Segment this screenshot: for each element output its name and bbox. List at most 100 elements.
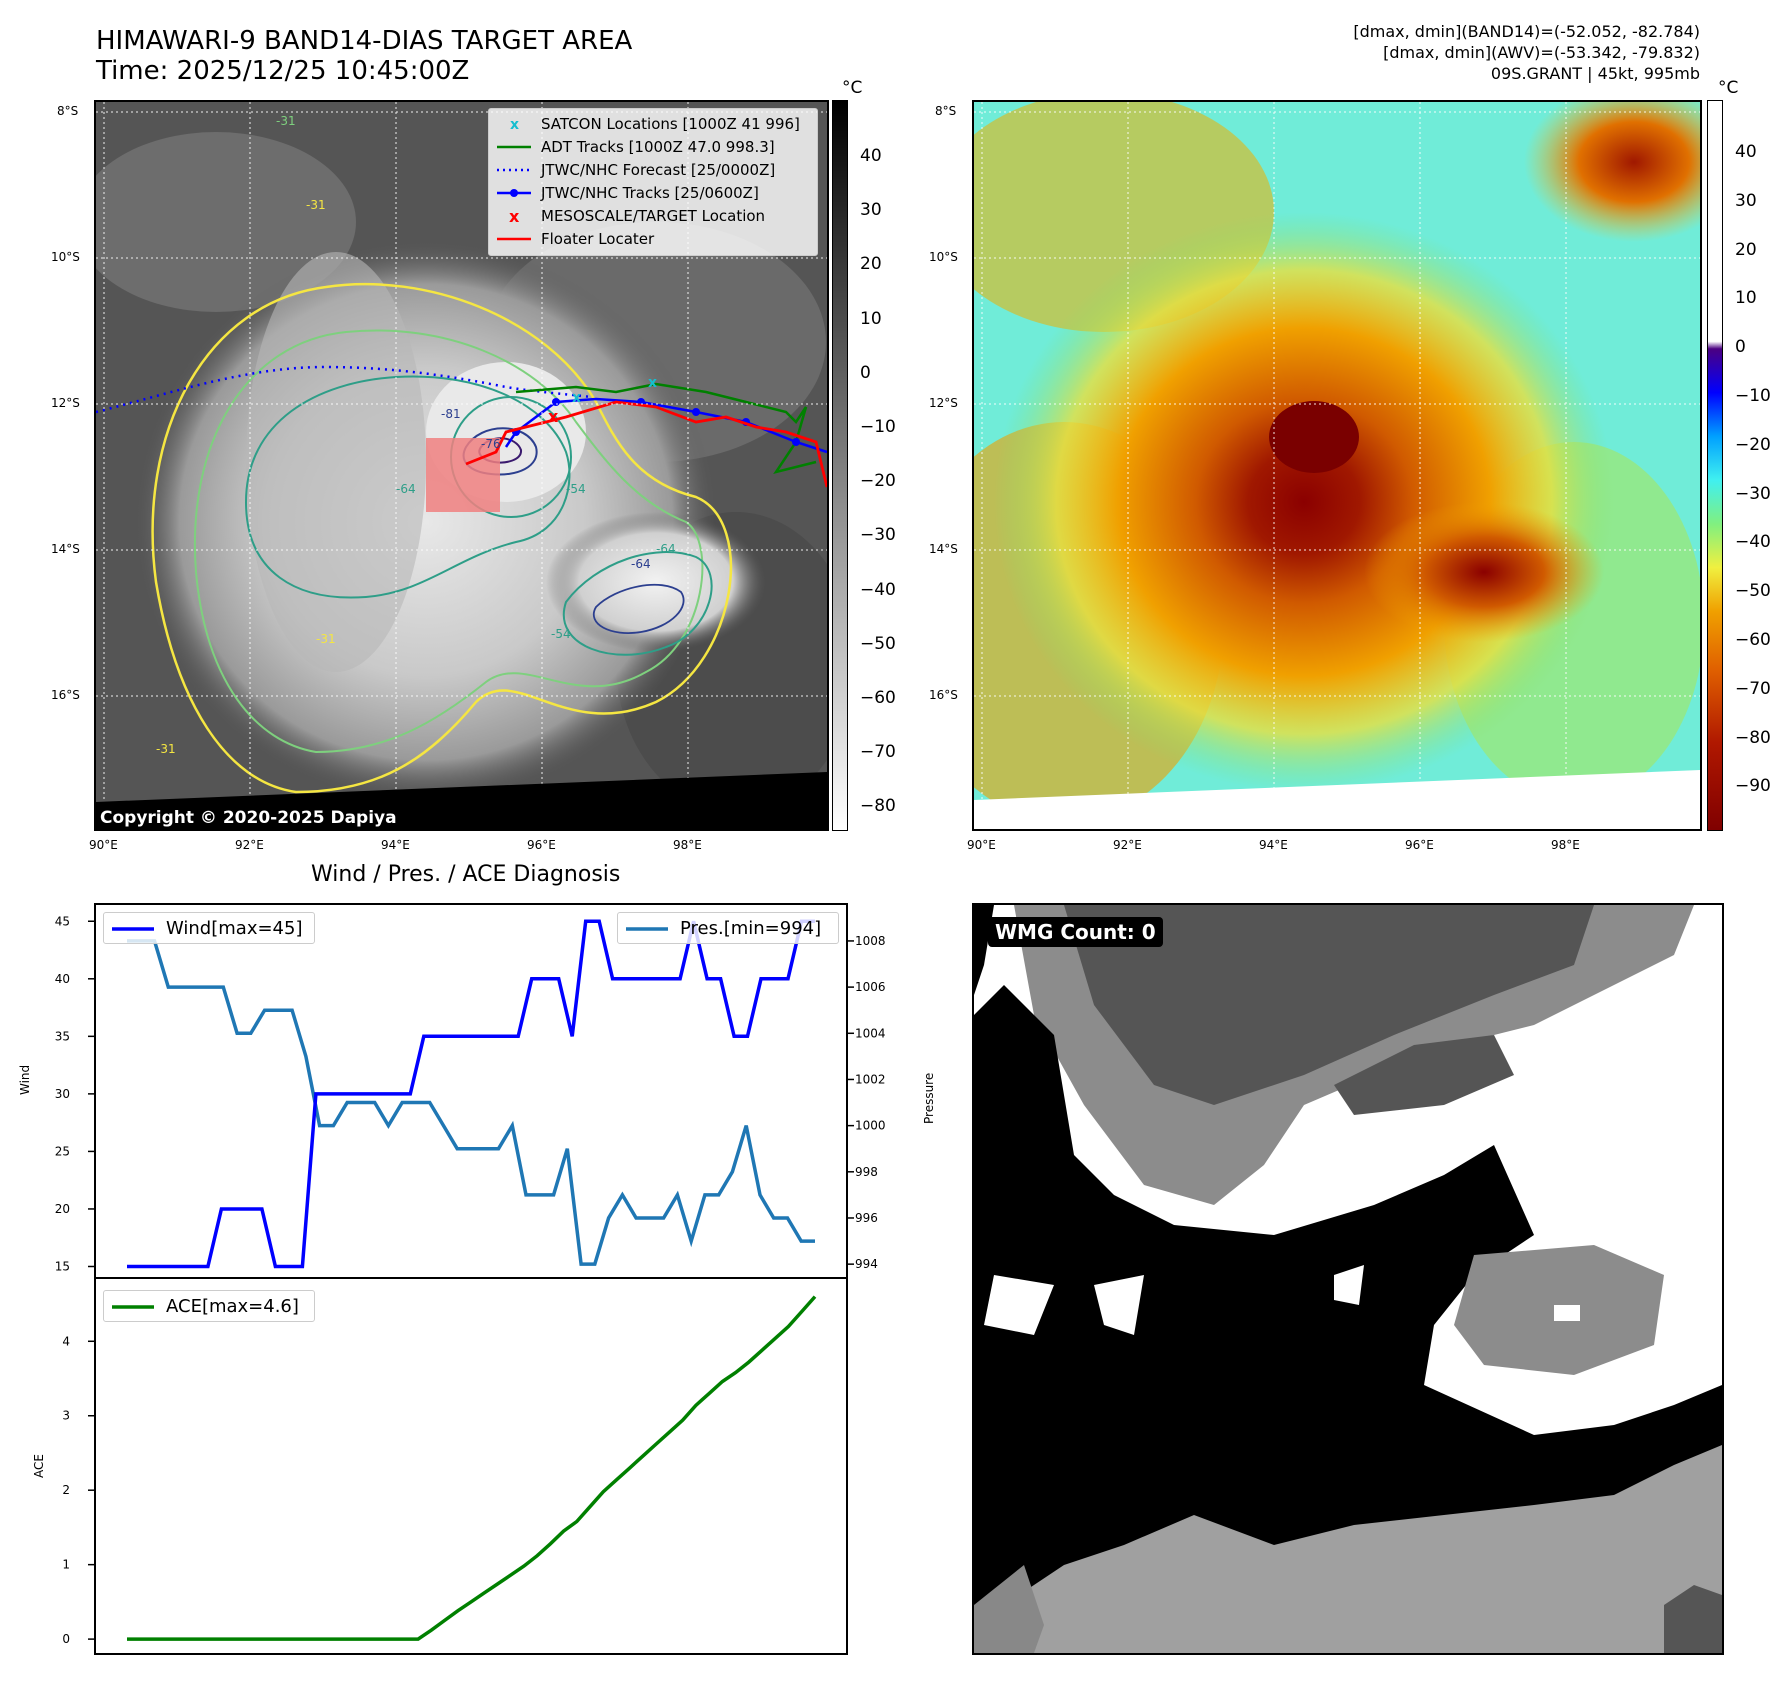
- contour-label: -31: [156, 742, 176, 756]
- color-colorbar-tick: −10: [1735, 386, 1771, 406]
- contour-label: -76: [481, 437, 501, 451]
- lon-tick: 90°E: [967, 838, 996, 852]
- lat-tick: 10°S: [929, 250, 958, 264]
- color-colorbar-tick: 30: [1735, 190, 1757, 211]
- wind-tick-label: 40: [55, 972, 70, 986]
- wind-legend: Wind[max=45]: [103, 912, 315, 944]
- color-colorbar-tick: 20: [1735, 239, 1757, 260]
- pressure-tick-label: 1002: [855, 1072, 886, 1086]
- wind-tick-label: 15: [55, 1259, 70, 1273]
- ace-series-line: [127, 1295, 817, 1641]
- lon-tick: 94°E: [1259, 838, 1288, 852]
- pressure-axis-ticks: 1008 1006 1004 1002 1000 998 996 994: [847, 934, 886, 1271]
- ace-legend-label: ACE[max=4.6]: [166, 1296, 299, 1317]
- pressure-tick-label: 996: [855, 1211, 878, 1225]
- lon-tick: 94°E: [381, 838, 410, 852]
- wind-axis-ticks: 45 40 35 30 25 20 15: [55, 914, 95, 1273]
- ir-colorbar-tick: 40: [860, 146, 882, 166]
- lon-tick: 96°E: [527, 838, 556, 852]
- pressure-tick-label: 1004: [855, 1026, 886, 1040]
- ace-tick-label: 4: [62, 1334, 70, 1348]
- color-colorbar-tick: 10: [1735, 288, 1757, 309]
- diagnosis-title: Wind / Pres. / ACE Diagnosis: [311, 862, 621, 887]
- chart-title: HIMAWARI-9 BAND14-DIAS TARGET AREA: [96, 26, 633, 56]
- color-colorbar-tick: −70: [1735, 678, 1771, 699]
- lat-tick: 12°S: [51, 396, 80, 410]
- ace-tick-label: 0: [62, 1632, 70, 1646]
- contour-label: -54: [551, 627, 571, 641]
- color-colorbar-tick: −20: [1735, 434, 1771, 455]
- wmg-panel: WMG Count: 0: [972, 903, 1724, 1655]
- ir-colorbar-unit: °C: [842, 78, 863, 98]
- contour-label: -64: [396, 482, 416, 496]
- svg-text:x: x: [548, 407, 559, 426]
- ir-legend: x SATCON Locations [1000Z 41 996] ADT Tr…: [488, 108, 818, 256]
- contour-label: -31: [316, 632, 336, 646]
- pressure-tick-label: 1008: [855, 934, 886, 948]
- ace-tick-label: 3: [62, 1409, 70, 1423]
- contour-label: -81: [441, 407, 461, 421]
- ir-colorbar-tick: −20: [860, 471, 896, 492]
- ace-axis-ticks: 4 3 2 1 0: [62, 1334, 95, 1646]
- wind-axis-label: Wind: [18, 1064, 32, 1095]
- ir-colorbar-tick: −30: [860, 525, 896, 546]
- color-colorbar-tick: 40: [1735, 142, 1757, 162]
- color-colorbar-unit: °C: [1718, 78, 1739, 98]
- ir-colorbar-tick: −70: [860, 742, 896, 763]
- color-colorbar: [1707, 100, 1723, 831]
- wind-legend-label: Wind[max=45]: [166, 918, 303, 939]
- info-awv-range: [dmax, dmin](AWV)=(-53.342, -79.832): [1383, 43, 1700, 62]
- lon-tick: 92°E: [1113, 838, 1142, 852]
- ir-satellite-panel: x x x -31 -31 -31 -31 -54 -54 -64 -64 -7…: [94, 100, 829, 831]
- svg-text:x: x: [510, 117, 519, 133]
- color-colorbar-tick: −60: [1735, 630, 1771, 650]
- lon-tick: 96°E: [1405, 838, 1434, 852]
- lon-tick: 98°E: [1551, 838, 1580, 852]
- pressure-axis-label: Pressure: [922, 1072, 936, 1124]
- chart-timestamp: Time: 2025/12/25 10:45:00Z: [96, 56, 470, 86]
- lat-tick: 12°S: [929, 396, 958, 410]
- ir-colorbar-tick: −60: [860, 688, 896, 708]
- ir-colorbar-tick: −50: [860, 633, 896, 654]
- pressure-tick-label: 1000: [855, 1119, 886, 1133]
- contour-label: -54: [566, 482, 586, 496]
- lon-tick: 98°E: [673, 838, 702, 852]
- pressure-tick-label: 1006: [855, 980, 886, 994]
- pressure-tick-label: 998: [855, 1165, 878, 1179]
- lon-tick: 90°E: [89, 838, 118, 852]
- copyright-text: Copyright © 2020-2025 Dapiya: [100, 808, 397, 828]
- color-colorbar-tick: −30: [1735, 483, 1771, 504]
- color-enhanced-image: [974, 102, 1700, 829]
- ace-tick-label: 1: [62, 1558, 70, 1572]
- wind-tick-label: 20: [55, 1202, 70, 1216]
- contour-label: -31: [306, 198, 326, 212]
- lat-tick: 14°S: [51, 542, 80, 556]
- ir-colorbar-tick: −80: [860, 796, 896, 817]
- color-enhanced-panel: [972, 100, 1702, 831]
- ace-axis-label: ACE: [32, 1454, 46, 1478]
- ir-colorbar-tick: 20: [860, 254, 882, 275]
- wind-tick-label: 30: [55, 1087, 70, 1101]
- ir-colorbar-tick: −40: [860, 579, 896, 600]
- svg-text:x: x: [648, 375, 657, 391]
- pressure-legend-label: Pres.[min=994]: [680, 918, 822, 939]
- info-band14-range: [dmax, dmin](BAND14)=(-52.052, -82.784): [1353, 22, 1700, 41]
- ir-colorbar-tick: 10: [860, 308, 882, 329]
- pressure-legend: Pres.[min=994]: [617, 912, 839, 944]
- color-colorbar-tick: −90: [1735, 776, 1771, 797]
- contour-label: -64: [656, 542, 676, 556]
- ir-colorbar-tick: −10: [860, 417, 896, 437]
- svg-text:x: x: [509, 207, 520, 226]
- ace-legend: ACE[max=4.6]: [103, 1290, 315, 1322]
- lat-tick: 8°S: [57, 104, 79, 118]
- ir-colorbar: [832, 100, 848, 831]
- ir-colorbar-tick: 30: [860, 200, 882, 221]
- ace-axes: [94, 1277, 848, 1655]
- wind-tick-label: 45: [55, 914, 70, 928]
- info-storm-status: 09S.GRANT | 45kt, 995mb: [1490, 64, 1700, 83]
- lat-tick: 16°S: [929, 688, 958, 702]
- ir-colorbar-tick: 0: [860, 362, 871, 383]
- svg-text:x: x: [572, 390, 581, 406]
- color-colorbar-tick: 0: [1735, 337, 1746, 358]
